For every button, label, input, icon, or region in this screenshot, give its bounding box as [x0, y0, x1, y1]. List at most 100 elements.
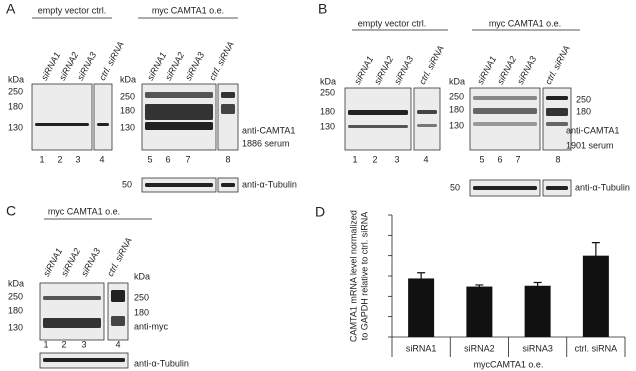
kda-marker: 250: [8, 86, 23, 96]
kda-marker: 180: [134, 307, 149, 317]
band: [43, 296, 101, 300]
kda-marker: 50: [450, 182, 460, 192]
bar: [524, 285, 551, 337]
antibody-label: anti-α-Tubulin: [134, 358, 189, 368]
band: [145, 92, 213, 98]
band: [221, 104, 235, 114]
lane-label: ctrl. siRNA: [417, 44, 446, 86]
blot: [344, 87, 412, 151]
lane-number: 4: [115, 339, 120, 349]
band: [111, 316, 125, 326]
bar: [408, 278, 435, 337]
band: [221, 183, 235, 187]
kda-unit: kDa: [449, 76, 465, 86]
lane-label: siRNA3: [392, 54, 415, 86]
lane-number: 2: [61, 339, 66, 349]
lane-number: 4: [99, 154, 104, 164]
kda-marker: 130: [8, 122, 23, 132]
lane-number: 1: [43, 339, 48, 349]
blot: [217, 83, 239, 151]
x-tick-label: ctrl. siRNA: [575, 343, 618, 353]
band: [546, 96, 568, 100]
kda-unit: kDa: [134, 271, 150, 281]
group-header: myc CAMTA1 o.e.: [48, 206, 120, 216]
x-axis-title: mycCAMTA1 o.e.: [474, 359, 544, 369]
lane-number: 4: [423, 154, 428, 164]
band: [417, 124, 437, 127]
lane-number: 5: [479, 154, 484, 164]
kda-marker: 130: [449, 120, 464, 130]
lane-number: 8: [225, 154, 230, 164]
kda-marker: 180: [8, 305, 23, 315]
error-bar: [417, 272, 426, 285]
group-header: myc CAMTA1 o.e.: [152, 5, 224, 15]
panel-letter: B: [318, 1, 327, 17]
antibody-label: anti-CAMTA1: [566, 125, 619, 135]
band: [145, 183, 213, 187]
lane-label: siRNA3: [183, 50, 206, 82]
lane-number: 1: [352, 154, 357, 164]
antibody-label: anti-myc: [134, 321, 169, 331]
kda-marker: 50: [122, 179, 132, 189]
band: [111, 290, 125, 302]
kda-unit: kDa: [320, 76, 336, 86]
panel-letter: A: [6, 1, 16, 17]
band: [417, 110, 437, 114]
band: [473, 122, 537, 126]
lane-number: 2: [372, 154, 377, 164]
group-header: empty vector ctrl.: [358, 18, 427, 28]
lane-label: ctrl. siRNA: [207, 40, 236, 82]
kda-marker: 180: [576, 106, 591, 116]
x-tick-label: siRNA3: [522, 343, 553, 353]
blot: [413, 87, 441, 151]
kda-marker: 180: [120, 105, 135, 115]
lane-number: 3: [394, 154, 399, 164]
antibody-label: anti-α-Tubulin: [575, 182, 630, 192]
band: [43, 358, 125, 362]
lane-number: 7: [515, 154, 520, 164]
lane-number: 5: [147, 154, 152, 164]
lane-number: 1: [39, 154, 44, 164]
serum-label: 1886 serum: [242, 138, 290, 148]
lane-number: 8: [555, 154, 560, 164]
kda-unit: kDa: [8, 278, 24, 288]
kda-marker: 250: [449, 91, 464, 101]
lane-number: 2: [57, 154, 62, 164]
lane-number: 3: [81, 339, 86, 349]
band: [473, 96, 537, 100]
band: [473, 108, 537, 114]
kda-marker: 180: [8, 101, 23, 111]
lane-number: 6: [497, 154, 502, 164]
band: [473, 186, 537, 190]
y-axis-title: CAMTA1 mRNA level normalized: [348, 210, 358, 342]
lane-label: ctrl. siRNA: [543, 44, 572, 86]
panel-letter: C: [6, 203, 16, 219]
error-bar: [533, 281, 542, 290]
bar: [466, 286, 493, 337]
lane-number: 6: [165, 154, 170, 164]
kda-marker: 250: [320, 87, 335, 97]
band: [43, 318, 101, 328]
band: [145, 104, 213, 120]
band: [546, 108, 568, 116]
kda-marker: 250: [134, 292, 149, 302]
kda-marker: 130: [8, 322, 23, 332]
band: [97, 123, 109, 126]
panel-letter: D: [315, 204, 325, 220]
y-axis-title: to GAPDH relative to ctrl. siRNA: [359, 212, 369, 341]
kda-marker: 180: [320, 106, 335, 116]
lane-number: 7: [185, 154, 190, 164]
blot: [39, 282, 105, 341]
lane-label: siRNA3: [515, 54, 538, 86]
error-bar: [591, 242, 600, 270]
kda-marker: 130: [320, 121, 335, 131]
kda-unit: kDa: [120, 74, 136, 84]
band: [348, 125, 408, 128]
band: [145, 122, 213, 130]
kda-unit: kDa: [8, 74, 24, 84]
group-header: empty vector ctrl.: [38, 5, 107, 15]
band: [348, 110, 408, 115]
serum-label: 1901 serum: [566, 140, 614, 150]
antibody-label: anti-CAMTA1: [242, 125, 295, 135]
